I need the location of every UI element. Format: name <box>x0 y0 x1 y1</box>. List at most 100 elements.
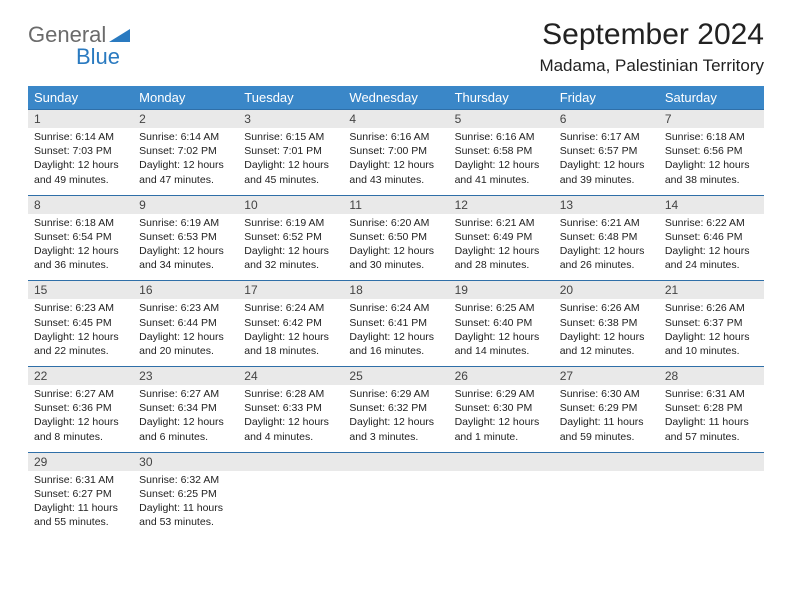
sunrise-line: Sunrise: 6:30 AM <box>560 387 653 401</box>
day-body-cell: Sunrise: 6:15 AMSunset: 7:01 PMDaylight:… <box>238 128 343 195</box>
day-number-cell: 7 <box>659 110 764 129</box>
daylight-line: Daylight: 12 hours and 36 minutes. <box>34 244 127 272</box>
sunset-line: Sunset: 6:28 PM <box>665 401 758 415</box>
day-number-cell <box>343 452 448 471</box>
day-body-cell: Sunrise: 6:14 AMSunset: 7:03 PMDaylight:… <box>28 128 133 195</box>
day-body-cell: Sunrise: 6:22 AMSunset: 6:46 PMDaylight:… <box>659 214 764 281</box>
day-body-cell: Sunrise: 6:21 AMSunset: 6:48 PMDaylight:… <box>554 214 659 281</box>
sunset-line: Sunset: 7:00 PM <box>349 144 442 158</box>
sunset-line: Sunset: 7:03 PM <box>34 144 127 158</box>
day-number-cell: 29 <box>28 452 133 471</box>
sunset-line: Sunset: 6:57 PM <box>560 144 653 158</box>
day-body-cell: Sunrise: 6:29 AMSunset: 6:32 PMDaylight:… <box>343 385 448 452</box>
header: General Blue September 2024 Madama, Pale… <box>28 18 764 76</box>
daylight-line: Daylight: 12 hours and 20 minutes. <box>139 330 232 358</box>
sunset-line: Sunset: 6:40 PM <box>455 316 548 330</box>
day-number-cell <box>449 452 554 471</box>
weekday-header: Tuesday <box>238 86 343 110</box>
day-body-cell: Sunrise: 6:23 AMSunset: 6:44 PMDaylight:… <box>133 299 238 366</box>
day-number-cell <box>238 452 343 471</box>
sunrise-line: Sunrise: 6:28 AM <box>244 387 337 401</box>
sunrise-line: Sunrise: 6:27 AM <box>139 387 232 401</box>
day-number-cell: 3 <box>238 110 343 129</box>
daylight-line: Daylight: 11 hours and 59 minutes. <box>560 415 653 443</box>
daylight-line: Daylight: 12 hours and 6 minutes. <box>139 415 232 443</box>
day-body-cell: Sunrise: 6:26 AMSunset: 6:37 PMDaylight:… <box>659 299 764 366</box>
sunrise-line: Sunrise: 6:15 AM <box>244 130 337 144</box>
sunrise-line: Sunrise: 6:23 AM <box>34 301 127 315</box>
location-subtitle: Madama, Palestinian Territory <box>539 56 764 76</box>
day-number-cell: 9 <box>133 195 238 214</box>
sunset-line: Sunset: 6:29 PM <box>560 401 653 415</box>
daylight-line: Daylight: 12 hours and 47 minutes. <box>139 158 232 186</box>
sunset-line: Sunset: 6:38 PM <box>560 316 653 330</box>
sunset-line: Sunset: 6:32 PM <box>349 401 442 415</box>
day-number-cell: 14 <box>659 195 764 214</box>
week-body-row: Sunrise: 6:31 AMSunset: 6:27 PMDaylight:… <box>28 471 764 538</box>
week-daynum-row: 22232425262728 <box>28 367 764 386</box>
sunset-line: Sunset: 6:52 PM <box>244 230 337 244</box>
day-number-cell: 23 <box>133 367 238 386</box>
sunrise-line: Sunrise: 6:21 AM <box>560 216 653 230</box>
weekday-header: Saturday <box>659 86 764 110</box>
day-body-cell: Sunrise: 6:21 AMSunset: 6:49 PMDaylight:… <box>449 214 554 281</box>
week-daynum-row: 15161718192021 <box>28 281 764 300</box>
daylight-line: Daylight: 12 hours and 30 minutes. <box>349 244 442 272</box>
day-body-cell <box>449 471 554 538</box>
day-number-cell <box>659 452 764 471</box>
day-number-cell: 20 <box>554 281 659 300</box>
day-number-cell: 11 <box>343 195 448 214</box>
day-number-cell: 4 <box>343 110 448 129</box>
sunrise-line: Sunrise: 6:21 AM <box>455 216 548 230</box>
daylight-line: Daylight: 12 hours and 32 minutes. <box>244 244 337 272</box>
sunrise-line: Sunrise: 6:18 AM <box>665 130 758 144</box>
logo: General Blue <box>28 24 131 68</box>
daylight-line: Daylight: 12 hours and 18 minutes. <box>244 330 337 358</box>
daylight-line: Daylight: 12 hours and 49 minutes. <box>34 158 127 186</box>
day-body-cell: Sunrise: 6:18 AMSunset: 6:56 PMDaylight:… <box>659 128 764 195</box>
daylight-line: Daylight: 12 hours and 12 minutes. <box>560 330 653 358</box>
sunset-line: Sunset: 6:46 PM <box>665 230 758 244</box>
daylight-line: Daylight: 12 hours and 4 minutes. <box>244 415 337 443</box>
sunrise-line: Sunrise: 6:25 AM <box>455 301 548 315</box>
sunset-line: Sunset: 6:25 PM <box>139 487 232 501</box>
day-body-cell: Sunrise: 6:28 AMSunset: 6:33 PMDaylight:… <box>238 385 343 452</box>
day-body-cell: Sunrise: 6:24 AMSunset: 6:42 PMDaylight:… <box>238 299 343 366</box>
day-body-cell: Sunrise: 6:32 AMSunset: 6:25 PMDaylight:… <box>133 471 238 538</box>
sunrise-line: Sunrise: 6:26 AM <box>665 301 758 315</box>
day-number-cell: 12 <box>449 195 554 214</box>
sunrise-line: Sunrise: 6:17 AM <box>560 130 653 144</box>
daylight-line: Daylight: 12 hours and 8 minutes. <box>34 415 127 443</box>
day-body-cell: Sunrise: 6:16 AMSunset: 7:00 PMDaylight:… <box>343 128 448 195</box>
weekday-header: Friday <box>554 86 659 110</box>
day-number-cell: 26 <box>449 367 554 386</box>
day-number-cell: 5 <box>449 110 554 129</box>
sunset-line: Sunset: 6:37 PM <box>665 316 758 330</box>
day-body-cell <box>238 471 343 538</box>
sunset-line: Sunset: 7:01 PM <box>244 144 337 158</box>
day-body-cell: Sunrise: 6:25 AMSunset: 6:40 PMDaylight:… <box>449 299 554 366</box>
daylight-line: Daylight: 12 hours and 14 minutes. <box>455 330 548 358</box>
daylight-line: Daylight: 12 hours and 41 minutes. <box>455 158 548 186</box>
daylight-line: Daylight: 12 hours and 34 minutes. <box>139 244 232 272</box>
day-number-cell: 25 <box>343 367 448 386</box>
day-number-cell: 6 <box>554 110 659 129</box>
day-number-cell: 19 <box>449 281 554 300</box>
daylight-line: Daylight: 12 hours and 3 minutes. <box>349 415 442 443</box>
daylight-line: Daylight: 12 hours and 1 minute. <box>455 415 548 443</box>
daylight-line: Daylight: 11 hours and 55 minutes. <box>34 501 127 529</box>
day-body-cell: Sunrise: 6:14 AMSunset: 7:02 PMDaylight:… <box>133 128 238 195</box>
sunrise-line: Sunrise: 6:27 AM <box>34 387 127 401</box>
sunset-line: Sunset: 6:45 PM <box>34 316 127 330</box>
sunset-line: Sunset: 6:54 PM <box>34 230 127 244</box>
sunrise-line: Sunrise: 6:16 AM <box>455 130 548 144</box>
day-body-cell: Sunrise: 6:20 AMSunset: 6:50 PMDaylight:… <box>343 214 448 281</box>
week-daynum-row: 2930 <box>28 452 764 471</box>
sunset-line: Sunset: 6:49 PM <box>455 230 548 244</box>
daylight-line: Daylight: 12 hours and 16 minutes. <box>349 330 442 358</box>
weekday-header: Sunday <box>28 86 133 110</box>
weekday-header: Thursday <box>449 86 554 110</box>
sunrise-line: Sunrise: 6:29 AM <box>455 387 548 401</box>
day-body-cell: Sunrise: 6:30 AMSunset: 6:29 PMDaylight:… <box>554 385 659 452</box>
daylight-line: Daylight: 12 hours and 26 minutes. <box>560 244 653 272</box>
